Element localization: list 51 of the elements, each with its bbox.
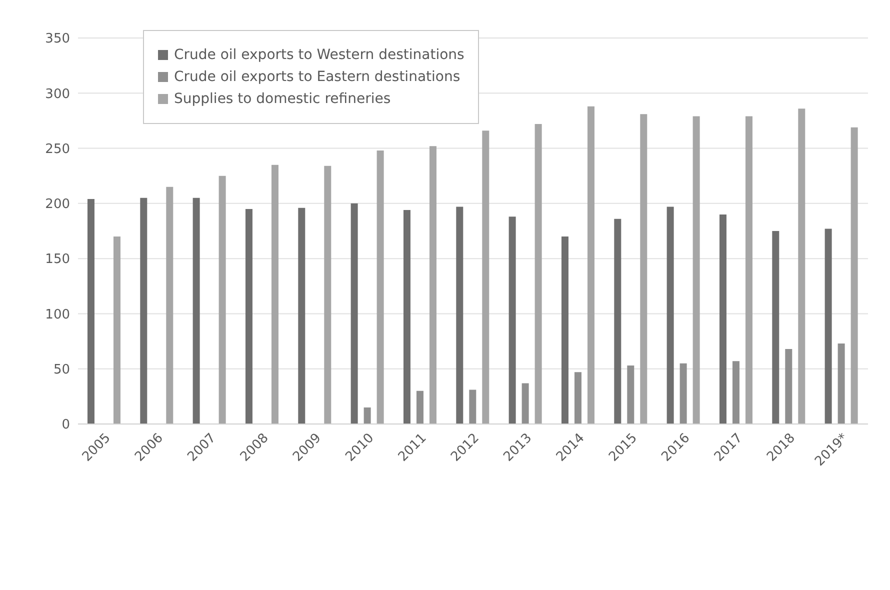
bar — [416, 390, 424, 424]
bar — [850, 127, 858, 424]
bar — [522, 383, 529, 424]
bar — [680, 363, 687, 424]
y-tick-label: 50 — [53, 362, 70, 378]
bar — [732, 361, 740, 424]
bar — [113, 236, 120, 424]
bar — [627, 366, 634, 424]
bar — [534, 124, 542, 424]
bar — [772, 231, 780, 424]
bar — [298, 208, 306, 424]
bar — [508, 216, 516, 424]
bar — [376, 150, 384, 424]
legend-label: Crude oil exports to Western destinations — [174, 47, 464, 63]
bar — [838, 343, 845, 424]
bar — [640, 114, 648, 424]
bar — [245, 208, 252, 424]
bar — [692, 116, 700, 424]
y-tick-label: 350 — [45, 32, 70, 47]
bar — [614, 218, 622, 424]
bar — [429, 146, 436, 424]
bar — [824, 228, 832, 424]
bar — [719, 214, 726, 424]
bar — [574, 372, 582, 424]
bar — [166, 186, 174, 424]
bar — [456, 206, 464, 424]
bar — [271, 164, 278, 424]
bar — [192, 198, 200, 424]
bar — [785, 349, 792, 424]
bar — [87, 199, 94, 424]
bar — [403, 210, 410, 424]
bar — [324, 166, 332, 424]
bar — [218, 176, 226, 424]
bar — [364, 407, 371, 424]
legend-label: Supplies to domestic refineries — [174, 91, 391, 107]
y-tick-label: 100 — [45, 307, 70, 322]
bar — [469, 390, 476, 424]
bar — [798, 108, 806, 424]
legend-label: Crude oil exports to Eastern destinations — [174, 69, 460, 85]
y-tick-label: 200 — [45, 197, 70, 212]
bar — [587, 106, 594, 424]
y-tick-label: 0 — [62, 418, 70, 433]
bar — [350, 203, 358, 424]
bar — [745, 116, 752, 424]
y-tick-label: 150 — [45, 252, 70, 268]
bar — [140, 198, 148, 424]
y-tick-label: 300 — [45, 86, 70, 102]
bar — [666, 206, 674, 424]
y-tick-label: 250 — [45, 142, 70, 157]
bar — [561, 236, 568, 424]
bar — [482, 130, 490, 424]
